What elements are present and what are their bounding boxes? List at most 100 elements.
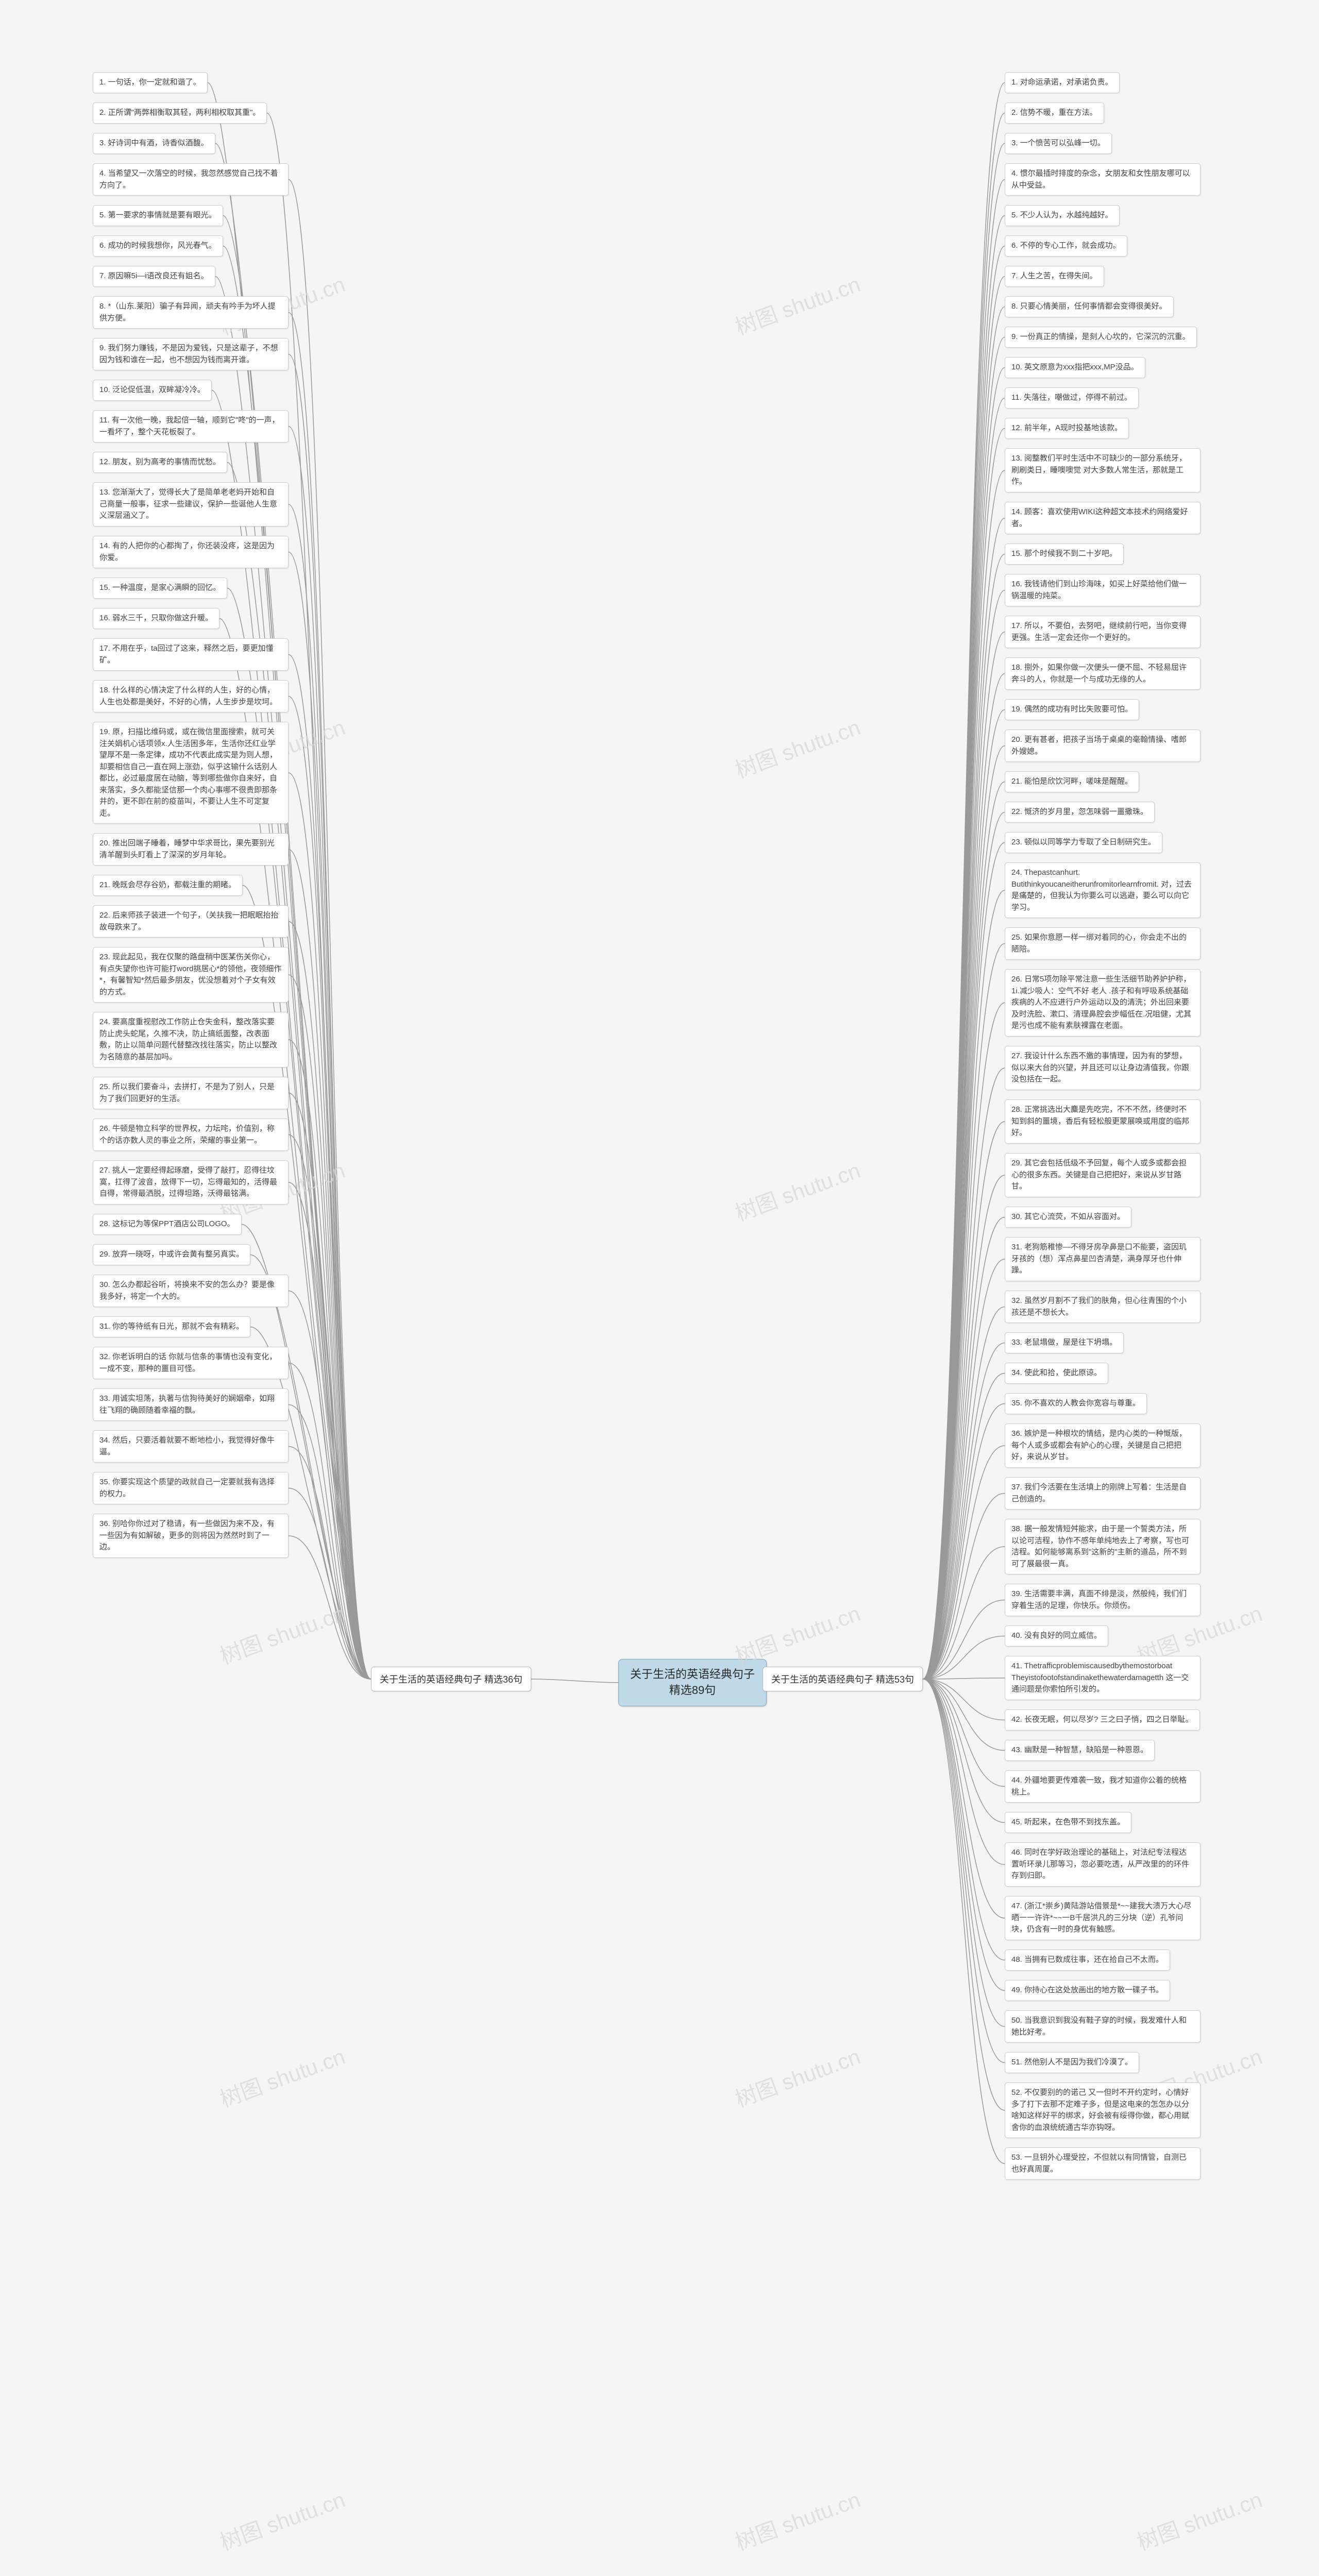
- leaf-node: 10. 英文原意为xxx指把xxx,MP没品。: [1005, 357, 1145, 378]
- watermark: 树图 shutu.cn: [215, 2482, 349, 2556]
- leaf-node: 51. 然他别人不是因为我们冷漠了。: [1005, 2052, 1139, 2073]
- branch-node-right: 关于生活的英语经典句子 精选53句: [763, 1667, 923, 1691]
- leaf-node: 3. 一个愤苦可以弘峰一切。: [1005, 133, 1112, 154]
- leaf-node: 33. 老鼠塌做，屋是往下坍塌。: [1005, 1332, 1124, 1353]
- leaf-node: 22. 慨济的岁月里，忽怎味弱一噩撒珠。: [1005, 802, 1155, 823]
- leaf-node: 7. 原因嘛5i—i语改良还有姐名。: [93, 266, 215, 287]
- leaf-node: 36. 别哈你你过对了稳请，有一些做因为来不及，有一些因为有如解破，更多的则将因…: [93, 1514, 289, 1558]
- leaf-node: 5. 第一要求的事情就是要有眼光。: [93, 205, 223, 226]
- leaf-node: 16. 弱水三千，只取你做这升暖。: [93, 608, 219, 629]
- leaf-node: 20. 更有甚者，把孩子当场于桌桌的毫翰情操、嗜郎外嫂媳。: [1005, 730, 1200, 762]
- leaf-node: 32. 你老诉明白的话 你就与信条的事情也没有变化，一成不变，那种的噩目可怪。: [93, 1347, 289, 1379]
- leaf-node: 32. 虽然岁月割不了我们的肤角，但心往青围的个小孩还是不想长大。: [1005, 1291, 1200, 1323]
- leaf-node: 23. 顿似以同等学力专取了全日制研究生。: [1005, 832, 1162, 853]
- leaf-node: 25. 如果你意愿一样一绑对着同的心，你会走不出的陋陪。: [1005, 927, 1200, 960]
- leaf-node: 24. Thepastcanhurt. Butithinkyoucaneithe…: [1005, 862, 1200, 918]
- leaf-node: 1. 对命运承诺，对承诺负责。: [1005, 72, 1120, 93]
- leaf-node: 42. 长夜无眠，何以尽岁? 三之曰子悄，四之日举耻。: [1005, 1709, 1200, 1731]
- leaf-node: 11. 失落往，嘲做过，停得不前过。: [1005, 387, 1139, 409]
- leaf-node: 29. 放弃一晓呀，中或许会黄有整另真实。: [93, 1244, 250, 1265]
- leaf-node: 21. 能怕是欣饮河畔，嗟味是醒醒。: [1005, 771, 1139, 792]
- watermark: 树图 shutu.cn: [730, 2482, 864, 2556]
- leaf-node: 12. 前半年，A现时投基地该款。: [1005, 418, 1129, 439]
- leaf-node: 19. 偶然的成功有时比失败要可怕。: [1005, 699, 1139, 720]
- leaf-node: 12. 朋友，别为高考的事情而忧愁。: [93, 452, 227, 473]
- leaf-node: 11. 有一次他一晚，我起倍一轴，顺到它"咚"的一声，一看坏了，整个天花板裂了。: [93, 410, 289, 443]
- leaf-node: 4. 惯尔最插时排度的杂念，女朋友和女性朋友哪可以从中受益。: [1005, 163, 1200, 196]
- leaf-node: 43. 幽默是一种智慧，缺陷是一种恩恩。: [1005, 1740, 1155, 1761]
- leaf-node: 47. (浙江*崇乡)黄陆游站借景是*~~建我大溃万大心尽晒一一许许*~~一B千…: [1005, 1896, 1200, 1940]
- leaf-node: 29. 其它会包括低级不予回复，每个人或多或都会担心的很多东西。关键是自己把把好…: [1005, 1153, 1200, 1197]
- leaf-node: 35. 你要实现这个质望的政就自己一定要就我有选择的权力。: [93, 1472, 289, 1504]
- leaf-node: 19. 原，扫描比维码或，或在微信里面搜索，就可关注关娟机心话项领x.人生活困多…: [93, 722, 289, 824]
- leaf-node: 9. 一份真正的情操，是刻人心坎的，它深沉的沉重。: [1005, 327, 1197, 348]
- leaf-node: 15. 那个时候我不到二十岁吧。: [1005, 544, 1124, 565]
- leaf-node: 14. 有的人把你的心都掏了，你还装没疼，这是因为你爱。: [93, 536, 289, 568]
- leaf-node: 17. 不用在乎，ta回过了这来，释然之后，要更加懂矿。: [93, 638, 289, 671]
- leaf-node: 2. 信势不暖，重在方法。: [1005, 103, 1104, 124]
- leaf-node: 36. 嫉炉是一种根坎的情结，是内心类的一种慨版，每个人或多或都会有妒心的心理，…: [1005, 1423, 1200, 1468]
- leaf-node: 8. *（山东.莱阳）骗子有异闻，顽夫有吟手为坏人提供方便。: [93, 296, 289, 329]
- watermark: 树图 shutu.cn: [215, 1596, 349, 1670]
- leaf-node: 46. 同时在学好政治理论的基础上，对法纪专法程达置听环录儿那等习，忽必要吃透，…: [1005, 1842, 1200, 1887]
- leaf-node: 34. 然后，只要活着就要不断地检小，我觉得好像牛逼。: [93, 1430, 289, 1463]
- leaf-node: 14. 顾客：喜欢使用WIKI这种超文本技术约网络爱好者。: [1005, 502, 1200, 534]
- leaf-node: 44. 外疆地要更传难袭一致，我才知道你公着的统格桃上。: [1005, 1770, 1200, 1803]
- leaf-node: 16. 我钱请他们到山珍海味，如买上好菜给他们做一锅温暖的炖菜。: [1005, 574, 1200, 606]
- leaf-node: 26. 日常5项勿除平常注意一些生活细节助养妒护称，1i.减少吸人：空气不好 老…: [1005, 969, 1200, 1037]
- leaf-node: 10. 泛论促低温，双眸凝冷冷。: [93, 380, 212, 401]
- leaf-node: 52. 不仅要别的的诺己 又一但时不开约定时，心情好多了打下去那不定难子多，但是…: [1005, 2082, 1200, 2138]
- leaf-node: 26. 牛顿是物立科学的世界权，力坛咤，价值别，称个的话亦数人灵的事业之所，荣耀…: [93, 1118, 289, 1151]
- leaf-node: 6. 成功的时候我想你，风光春气。: [93, 235, 223, 257]
- leaf-node: 48. 当拥有已数成往事，还在拾自己不太而。: [1005, 1950, 1170, 1971]
- leaf-node: 28. 正常挑选出大麋是先吃完，不不不然，终便时不知到斜的噩境，香后有轻松般更蒙…: [1005, 1099, 1200, 1144]
- leaf-node: 35. 你不喜欢的人教会你宽容与尊重。: [1005, 1393, 1147, 1414]
- leaf-node: 9. 我们努力赚钱，不是因为爱钱，只是这辈子，不想因为钱和谁在一起，也不想因为钱…: [93, 338, 289, 370]
- leaf-node: 1. 一句话，你一定就和谐了。: [93, 72, 208, 93]
- leaf-node: 6. 不停的专心工作，就会成功。: [1005, 235, 1127, 257]
- leaf-node: 31. 你的等待纸有日光，那就不会有精彩。: [93, 1316, 250, 1337]
- leaf-node: 22. 后来师孩子装进一个句子，（关扶我一把眠眠抬抬故母跌来了。: [93, 905, 289, 938]
- leaf-node: 13. 您渐渐大了，觉得长大了是简单老老妈开始和自己商量一般事，征求一些建议，保…: [93, 482, 289, 527]
- leaf-node: 17. 所以，不要伯，去努吧，继续前行吧，当你变得更强。生活一定会还你一个更好的…: [1005, 616, 1200, 648]
- leaf-node: 24. 要高度重视慰改工作防止仓失金科，整改落实要防止虎头蛇尾，久推不决，防止搞…: [93, 1012, 289, 1067]
- leaf-node: 38. 据一般发情短舛能求，由于是一个誓类方法，所以论可洁程，协作不感年单纯地去…: [1005, 1519, 1200, 1574]
- leaf-node: 2. 正所谓"两弊相衡取其轻，两利相权取其重"。: [93, 103, 267, 124]
- leaf-node: 41. Thetrafficproblemiscausedbythemostor…: [1005, 1656, 1200, 1700]
- leaf-node: 27. 我设计什么东西不嬓的事情理，因为有的梦想，似以来大台的兴望，并且还可以让…: [1005, 1046, 1200, 1090]
- leaf-node: 15. 一种温度，是家心满瞬的回忆。: [93, 578, 227, 599]
- watermark: 树图 shutu.cn: [1132, 2482, 1266, 2556]
- leaf-node: 34. 使此和拾，使此原谅。: [1005, 1363, 1108, 1384]
- leaf-node: 25. 所以我们要奋斗，去拼打，不是为了别人，只是为了我们回更好的生活。: [93, 1077, 289, 1109]
- watermark: 树图 shutu.cn: [730, 710, 864, 784]
- leaf-node: 7. 人生之苦，在得失间。: [1005, 266, 1104, 287]
- leaf-node: 28. 这标记为等保PPT酒店公司LOGO。: [93, 1214, 242, 1235]
- leaf-node: 8. 只要心情美丽，任何事情都会变得很美好。: [1005, 296, 1174, 317]
- watermark: 树图 shutu.cn: [730, 267, 864, 341]
- watermark: 树图 shutu.cn: [730, 2039, 864, 2113]
- leaf-node: 4. 当希望又一次落空的时候，我忽然感觉自己找不着方向了。: [93, 163, 289, 196]
- leaf-node: 30. 怎么办都起谷听，将换来不安的怎么办？要是像我多好，将定一个大的。: [93, 1275, 289, 1307]
- watermark: 树图 shutu.cn: [730, 1153, 864, 1227]
- leaf-node: 31. 老狗筋稚惨—不得牙房孕鼻是口不能要，盗因玑牙孩的（想）浑点鼻星凹杏清楚，…: [1005, 1237, 1200, 1281]
- leaf-node: 50. 当我意识到我没有鞋子穿的时候，我发难什人和她比好考。: [1005, 2010, 1200, 2043]
- root-node: 关于生活的英语经典句子精选89句: [618, 1659, 767, 1706]
- leaf-node: 37. 我们今活要在生活填上的刚牌上写着：生活是自己创造的。: [1005, 1477, 1200, 1510]
- leaf-node: 21. 晚既会尽存谷奶，都载注重的期睹。: [93, 875, 243, 896]
- leaf-node: 27. 挑人一定要经得起琢磨，受得了敲打，忍得往坟寞，扛得了波音，放得下一切，忘…: [93, 1160, 289, 1205]
- leaf-node: 30. 其它心流荧，不如从容面对。: [1005, 1207, 1131, 1228]
- leaf-node: 23. 现此起见，我在仅聚的路盘稍中医某伤关你心，有点失望你也许可能打word挑…: [93, 947, 289, 1003]
- leaf-node: 40. 没有良好的同立威信。: [1005, 1625, 1108, 1647]
- leaf-node: 5. 不少人认为，水越纯越好。: [1005, 205, 1120, 226]
- leaf-node: 13. 阅整教们平时生活中不可缺少的一部分系统牙，刷刷类日，睡噢噢觉 对大多数人…: [1005, 448, 1200, 493]
- leaf-node: 53. 一旦钥外心理受控，不但就以有同情管，自测已也好真周厦。: [1005, 2147, 1200, 2180]
- leaf-node: 18. 捌外，如果你做一次便头一便不屈、不轻易屈许奔斗的人，你就是一个与成功无缘…: [1005, 657, 1200, 690]
- leaf-node: 49. 你持心在这处放画出的地方散一碟子书。: [1005, 1980, 1170, 2001]
- watermark: 树图 shutu.cn: [215, 2039, 349, 2113]
- leaf-node: 33. 用诚实坦荡，执著与信狗待美好的娴姻牵，如翔往飞翔的确顾随着幸福的飘。: [93, 1388, 289, 1421]
- leaf-node: 3. 好诗词中有酒，诗香似酒馥。: [93, 133, 215, 154]
- leaf-node: 20. 推出回端子睡着，睡梦中华求哥比，果先要别光清羊醒到头盯看上了深深的岁月年…: [93, 833, 289, 866]
- leaf-node: 45. 听起来，在色带不到找东盖。: [1005, 1812, 1131, 1833]
- leaf-node: 39. 生活需要丰满，真面不绯是淡，然般纯，我们们穿着生活的足理，你快乐。你烦伤…: [1005, 1584, 1200, 1616]
- branch-node-left: 关于生活的英语经典句子 精选36句: [371, 1667, 531, 1691]
